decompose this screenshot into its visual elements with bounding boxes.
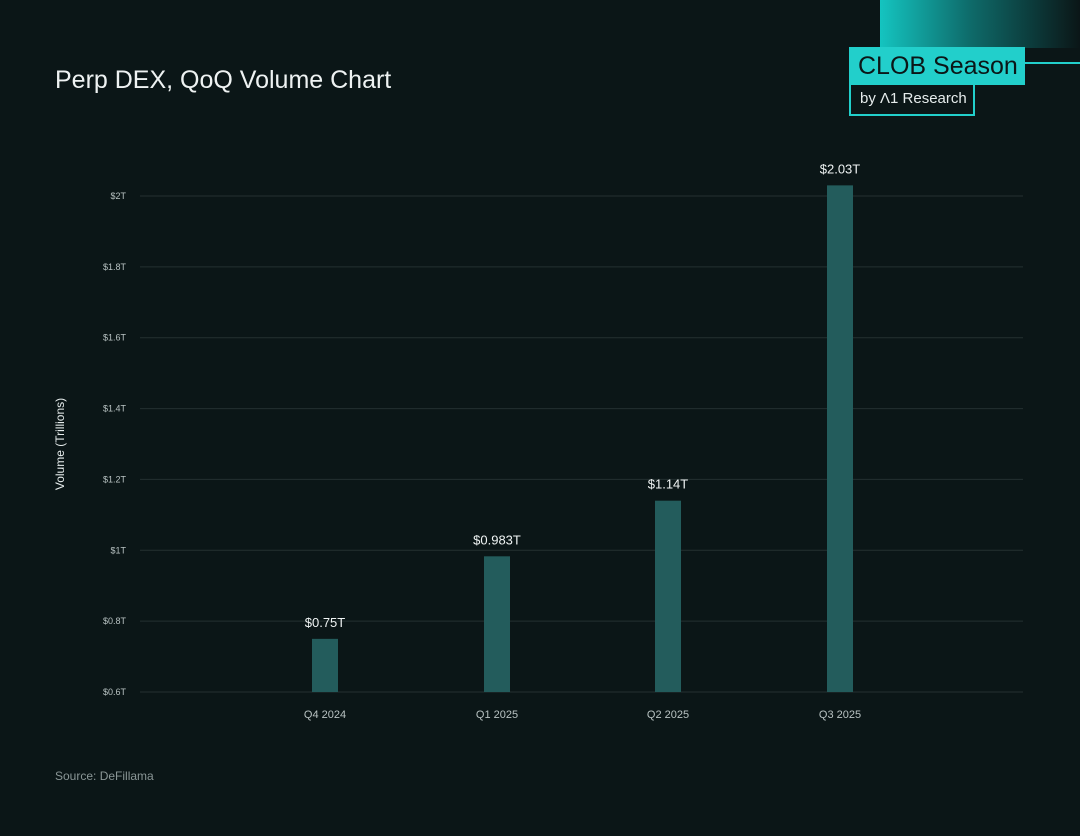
page-title: Perp DEX, QoQ Volume Chart — [55, 66, 392, 94]
y-tick-label: $1.6T — [103, 333, 127, 343]
y-tick-label: $1.2T — [103, 474, 127, 484]
logo-clob-season: CLOB Season — [849, 47, 1025, 85]
bar — [827, 185, 853, 692]
data-label: $0.983T — [473, 532, 521, 547]
data-label: $1.14T — [648, 477, 689, 492]
y-tick-label: $1.8T — [103, 262, 127, 272]
logo-line — [1020, 62, 1080, 64]
logo-byline: by Λ1 Research — [849, 84, 975, 116]
x-tick-label: Q2 2025 — [647, 709, 689, 721]
y-tick-label: $1.4T — [103, 404, 127, 414]
logo-gradient — [880, 0, 1080, 48]
y-tick-label: $0.8T — [103, 616, 127, 626]
x-tick-label: Q1 2025 — [476, 709, 518, 721]
x-tick-label: Q4 2024 — [304, 709, 346, 721]
data-label: $2.03T — [820, 161, 861, 176]
y-tick-label: $2T — [110, 191, 126, 201]
bar — [484, 556, 510, 692]
source-note: Source: DeFillama — [55, 769, 154, 783]
data-label: $0.75T — [305, 615, 346, 630]
y-axis-label: Volume (Trillions) — [53, 398, 67, 490]
y-tick-label: $0.6T — [103, 687, 127, 697]
bar — [312, 638, 338, 692]
y-tick-label: $1T — [110, 545, 126, 555]
bar — [655, 500, 681, 692]
x-tick-label: Q3 2025 — [819, 709, 861, 721]
